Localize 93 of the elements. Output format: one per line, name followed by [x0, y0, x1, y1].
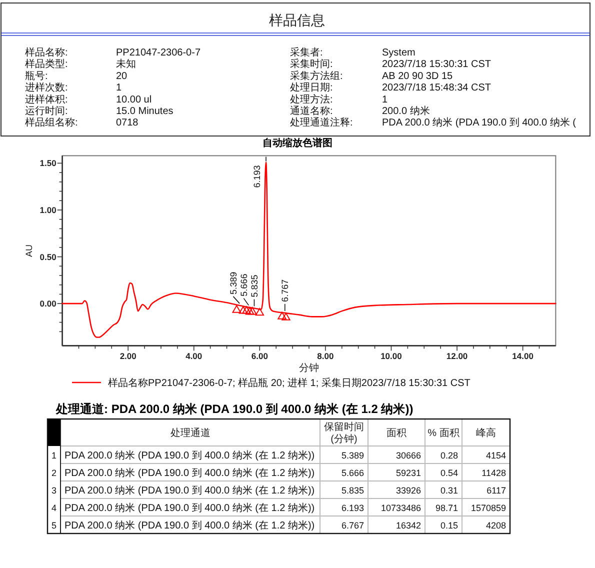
text: 运行时间:	[25, 105, 68, 117]
text: PDA 200.0 纳米 (PDA 190.0 到 400.0 纳米 (在 1.2 纳米))	[64, 466, 315, 479]
text: 5.666	[341, 468, 364, 478]
text: 30666	[396, 450, 421, 460]
text: 采集者:	[290, 46, 323, 58]
text: 16342	[396, 520, 421, 530]
text: 3	[51, 485, 57, 496]
text: 6.193	[341, 502, 364, 513]
text: 采集时间:	[290, 58, 333, 70]
text: System	[382, 48, 416, 58]
text: 15.0 Minutes	[116, 106, 174, 117]
point	[238, 306, 248, 314]
text: 5.835	[341, 485, 364, 496]
point	[282, 312, 290, 320]
text: PDA 200.0 纳米 (PDA 190.0 到 400.0 纳米 (在 1.2 纳米))	[64, 502, 315, 514]
text: 6117	[486, 485, 506, 496]
text: 200.0 纳米	[382, 105, 430, 117]
annotation: 5.389	[228, 272, 238, 294]
text: 处理日期:	[290, 82, 333, 94]
text: 保留时间 (分钟)	[324, 421, 364, 445]
text: 10733486	[380, 502, 421, 513]
text: 处理通道	[170, 427, 210, 439]
point	[255, 308, 264, 316]
text: PDA 200.0 纳米 (PDA 190.0 到 400.0 纳米 (在 1.2 纳米))	[64, 519, 315, 532]
point	[248, 307, 257, 315]
text: PP21047-2306-0-7	[116, 48, 201, 58]
x-tick-label: 14.00	[512, 351, 534, 362]
x-tick-label: 2.00	[120, 351, 137, 362]
x-tick-label: 8.00	[317, 351, 334, 362]
text: 0.28	[440, 450, 458, 460]
text: 20	[116, 70, 128, 82]
text: PDA 200.0 纳米 (PDA 190.0 到 400.0 纳米 (在 1.2 纳米))	[64, 484, 315, 496]
text: 处理通道: PDA 200.0 纳米 (PDA 190.0 到 400.0 纳米 (在 1.2 纳米))	[55, 402, 414, 416]
text: 4	[51, 502, 57, 513]
text: 4208	[486, 520, 506, 530]
text: 11428	[482, 468, 506, 478]
text: 2023/7/18 15:48:34 CST	[382, 82, 491, 94]
text: 样品信息	[269, 12, 325, 28]
text: 进样体积:	[25, 93, 68, 106]
annotation: 6.767	[280, 279, 290, 302]
text: 0.15	[440, 520, 458, 530]
text: 样品类型:	[25, 58, 68, 70]
text: 0.54	[440, 468, 458, 478]
text: 59231	[396, 468, 421, 478]
x-tick-label: 12.00	[446, 351, 468, 362]
text: 样品名称:	[25, 46, 68, 58]
text: 采集方法组:	[290, 70, 343, 82]
text: 5.389	[341, 450, 364, 460]
annotation: 5.666	[238, 274, 249, 296]
text: AB 20 90 3D 15	[382, 70, 454, 82]
text: 5	[51, 520, 57, 530]
point	[278, 312, 286, 320]
y-tick-label: 0.00	[40, 298, 57, 309]
y-tick-label: 0.50	[40, 252, 57, 262]
text: 瓶号:	[25, 70, 48, 82]
text: 1	[51, 450, 57, 460]
text: 处理方法:	[290, 93, 333, 106]
annotation: 5.835	[249, 274, 260, 298]
text: PDA 200.0 纳米 (PDA 190.0 到 400.0 纳米 (	[382, 116, 577, 129]
text: 0718	[116, 118, 139, 129]
text: 6.767	[341, 520, 364, 530]
text: 0.31	[440, 485, 458, 496]
text: 10.00 ul	[116, 94, 152, 106]
chart-title: 自动缩放色谱图	[262, 137, 332, 149]
text: 1570859	[470, 502, 506, 513]
text: 2023/7/18 15:30:31 CST	[382, 59, 491, 70]
text: 样品组名称:	[25, 116, 78, 129]
text: 4154	[486, 450, 506, 460]
text: 1	[382, 94, 388, 106]
y-tick-label: 1.00	[40, 204, 57, 215]
x-tick-label: 6.00	[251, 351, 268, 362]
text: 面积	[386, 428, 406, 439]
text: 未知	[116, 58, 136, 70]
point	[242, 306, 251, 314]
x-axis-title: 分钟	[299, 362, 319, 374]
text: 通道名称:	[290, 105, 333, 117]
x-tick-label: 10.00	[380, 351, 402, 362]
text: 2	[51, 468, 57, 478]
text: 33926	[396, 485, 421, 496]
text: 峰高	[476, 427, 496, 439]
point	[245, 307, 254, 315]
text: 1	[116, 82, 122, 94]
text: % 面积	[428, 428, 460, 439]
text: 进样次数:	[25, 82, 68, 94]
y-axis-title: AU	[24, 244, 34, 257]
text: PDA 200.0 纳米 (PDA 190.0 到 400.0 纳米 (在 1.2 纳米))	[64, 449, 315, 462]
y-tick-label: 1.50	[40, 158, 57, 168]
text: 98.71	[435, 502, 458, 513]
point	[232, 305, 242, 313]
legend-label: 样品名称PP21047-2306-0-7; 样品瓶 20; 进样 1; 采集日期2023/7/18 15:30:31 CST	[108, 377, 470, 389]
text: 处理通道注释:	[290, 116, 353, 129]
x-tick-label: 4.00	[186, 351, 202, 362]
annotation: 6.193	[252, 165, 262, 188]
